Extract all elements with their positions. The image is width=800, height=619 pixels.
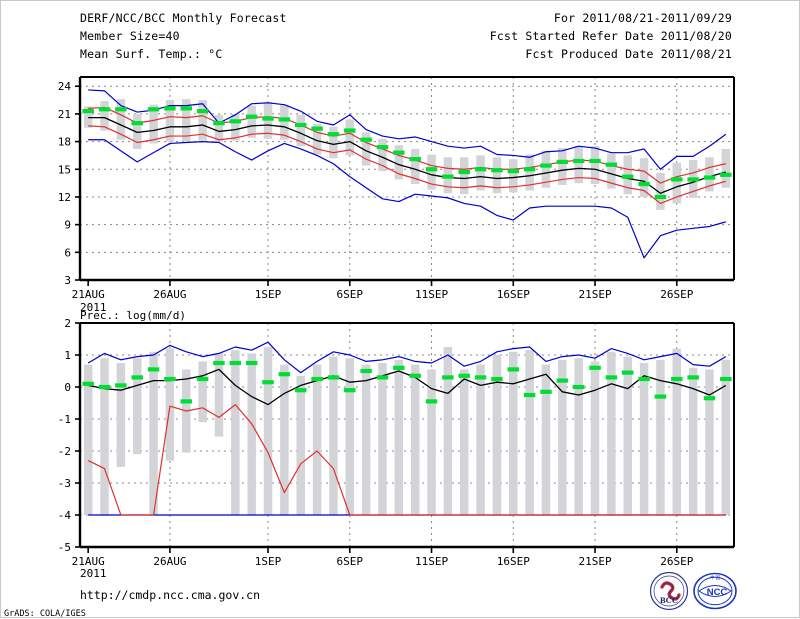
x-tick-label: 26SEP [660, 288, 693, 301]
x-tick-label: 16SEP [497, 555, 530, 568]
y-tick-label: 0 [64, 381, 71, 394]
y-tick-label: 15 [58, 163, 71, 176]
y-tick-label: 1 [64, 349, 71, 362]
svg-text:中 国: 中 国 [710, 574, 721, 581]
temp-xaxis-year: 2011 [80, 301, 107, 314]
member-size-label: Member Size=40 [80, 29, 180, 43]
forecast-period-label: For 2011/08/21-2011/09/29 [553, 11, 732, 25]
svg-text:NCC: NCC [707, 587, 728, 598]
x-tick-label: 26SEP [660, 555, 693, 568]
y-tick-label: -3 [58, 477, 71, 490]
x-tick-label: 6SEP [337, 288, 364, 301]
precip-xaxis-year: 2011 [80, 567, 107, 580]
y-tick-label: 9 [64, 219, 71, 232]
x-tick-label: 16SEP [497, 288, 530, 301]
precip-panel-title: Prec.: log(mm/d) [80, 309, 186, 322]
x-tick-label: 21AUG [72, 288, 105, 301]
bcc-logo-icon: BCC [649, 571, 689, 611]
x-tick-label: 1SEP [255, 288, 282, 301]
y-tick-label: 24 [58, 80, 72, 93]
temperature-chart: 3 6 9 12 15 18 21 24 21AUG 26AUG 1SEP 6SEP 11SEP 16SE… [58, 76, 735, 301]
y-tick-label: -2 [58, 445, 71, 458]
forecast-started-label: Fcst Started Refer Date 2011/08/20 [489, 29, 732, 43]
source-url[interactable]: http://cmdp.ncc.cma.gov.cn [80, 588, 261, 602]
y-tick-label: 12 [58, 191, 71, 204]
y-tick-label: 21 [58, 108, 71, 121]
y-tick-label: -4 [58, 509, 72, 522]
x-tick-label: 21SEP [578, 288, 611, 301]
grads-credit: GrADS: COLA/IGES [4, 609, 86, 619]
forecast-produced-label: Fcst Produced Date 2011/08/21 [525, 47, 732, 61]
y-tick-label: 2 [64, 317, 71, 330]
x-tick-label: 1SEP [255, 555, 282, 568]
x-tick-label: 11SEP [415, 555, 448, 568]
x-tick-label: 6SEP [337, 555, 364, 568]
x-tick-label: 11SEP [415, 288, 448, 301]
y-tick-label: -5 [58, 541, 71, 554]
x-tick-label: 26AUG [153, 555, 186, 568]
y-tick-label: 18 [58, 136, 71, 149]
variable-label: Mean Surf. Temp.: °C [80, 47, 223, 61]
x-tick-label: 26AUG [153, 288, 186, 301]
x-tick-label: 21AUG [72, 555, 105, 568]
svg-text:BCC: BCC [660, 595, 678, 605]
y-tick-label: 3 [64, 274, 71, 287]
chart-title: DERF/NCC/BCC Monthly Forecast [80, 11, 287, 25]
y-tick-label: 6 [64, 246, 71, 259]
ncc-logo-icon: NCC 中 国 [693, 572, 737, 610]
x-tick-label: 21SEP [578, 555, 611, 568]
y-tick-label: -1 [58, 413, 71, 426]
